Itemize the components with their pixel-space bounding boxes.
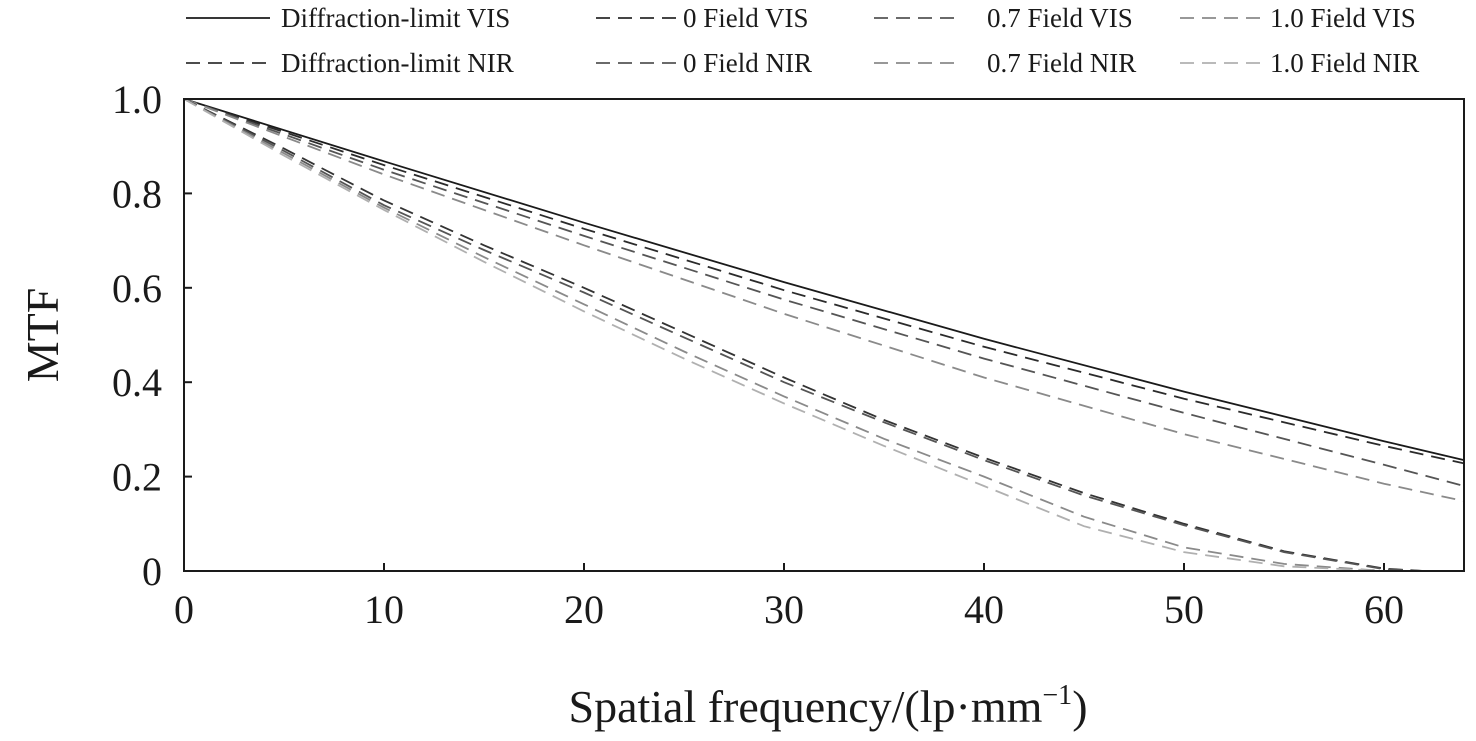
- x-axis-label-close: ): [1072, 681, 1087, 732]
- legend-entry: Diffraction-limit VIS: [281, 3, 510, 33]
- legend-entry: 0.7 Field NIR: [987, 48, 1136, 78]
- series-line-7: [183, 98, 1385, 572]
- y-tick-label: 0.6: [112, 266, 162, 311]
- legend-entry: 0 Field NIR: [683, 48, 812, 78]
- x-tick-label: 10: [364, 587, 404, 632]
- series-line-1: [183, 98, 1465, 465]
- series-line-5: [183, 98, 1425, 572]
- x-tick-label: 60: [1364, 587, 1404, 632]
- y-tick-label: 1.0: [112, 77, 162, 122]
- x-tick-label: 0: [174, 587, 194, 632]
- y-axis-label: MTF: [17, 288, 68, 383]
- x-tick-label: 20: [564, 587, 604, 632]
- series-layer: [183, 98, 1465, 572]
- legend-entry: 0.7 Field VIS: [987, 3, 1133, 33]
- x-tick-label: 50: [1164, 587, 1204, 632]
- y-tick-label: 0: [142, 549, 162, 594]
- x-tick-label: 30: [764, 587, 804, 632]
- series-line-0: [183, 98, 1465, 461]
- legend-entry: Diffraction-limit NIR: [281, 48, 514, 78]
- y-tick-label: 0.8: [112, 171, 162, 216]
- y-axis-ticks: 0 0.2 0.4 0.6 0.8 1.0: [112, 77, 192, 594]
- plot-frame: [183, 98, 1465, 572]
- x-axis-ticks: 0 10 20 30 40 50 60: [174, 563, 1404, 632]
- y-tick-label: 0.4: [112, 360, 162, 405]
- series-line-6: [183, 98, 1385, 572]
- legend-entry: 0 Field VIS: [683, 3, 809, 33]
- x-axis-label-superscript: −1: [1042, 680, 1072, 711]
- legend-entry: 1.0 Field VIS: [1270, 3, 1416, 33]
- series-line-2: [183, 98, 1465, 487]
- series-line-4: [183, 98, 1425, 572]
- y-tick-label: 0.2: [112, 455, 162, 500]
- legend: Diffraction-limit VIS 0 Field VIS 0.7 Fiel…: [186, 3, 1419, 78]
- x-axis-label: Spatial frequency/(lp·mm−1): [568, 680, 1087, 732]
- x-axis-label-main: Spatial frequency/(lp·mm: [568, 681, 1042, 732]
- series-line-3: [183, 98, 1465, 502]
- legend-entry: 1.0 Field NIR: [1270, 48, 1419, 78]
- x-tick-label: 40: [964, 587, 1004, 632]
